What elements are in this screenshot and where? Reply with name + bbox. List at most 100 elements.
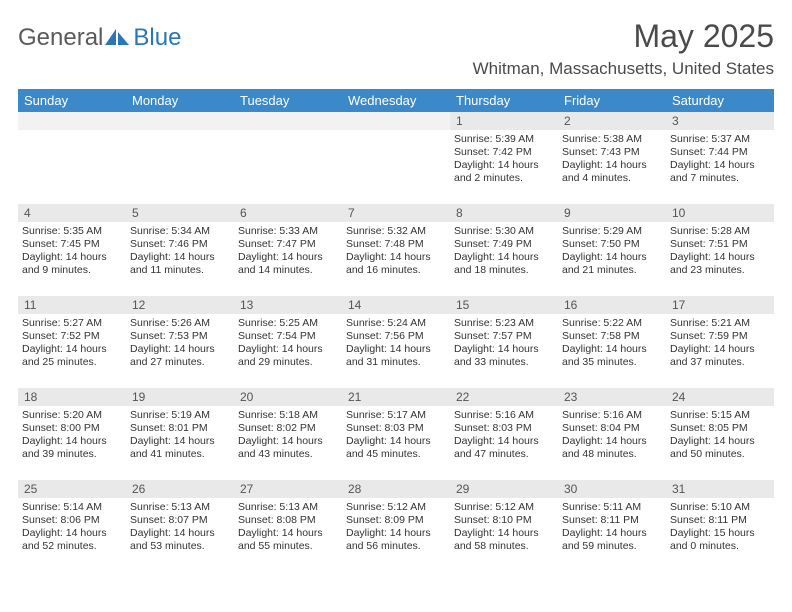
day-details: Sunrise: 5:37 AMSunset: 7:44 PMDaylight:… — [666, 130, 774, 189]
calendar-day-cell — [342, 112, 450, 204]
weekday-header: Friday — [558, 89, 666, 112]
daylight-line: Daylight: 14 hours and 55 minutes. — [238, 527, 338, 553]
sunrise-line: Sunrise: 5:27 AM — [22, 317, 122, 330]
sunrise-line: Sunrise: 5:25 AM — [238, 317, 338, 330]
daylight-line: Daylight: 14 hours and 2 minutes. — [454, 159, 554, 185]
sunrise-line: Sunrise: 5:11 AM — [562, 501, 662, 514]
sunrise-line: Sunrise: 5:13 AM — [130, 501, 230, 514]
logo: General Blue — [18, 18, 181, 52]
sunrise-line: Sunrise: 5:38 AM — [562, 133, 662, 146]
sunset-line: Sunset: 8:07 PM — [130, 514, 230, 527]
sunset-line: Sunset: 7:50 PM — [562, 238, 662, 251]
daylight-line: Daylight: 14 hours and 58 minutes. — [454, 527, 554, 553]
calendar-day-cell: 6Sunrise: 5:33 AMSunset: 7:47 PMDaylight… — [234, 204, 342, 296]
day-number: 31 — [666, 480, 774, 498]
day-number: 27 — [234, 480, 342, 498]
daylight-line: Daylight: 14 hours and 21 minutes. — [562, 251, 662, 277]
daylight-line: Daylight: 14 hours and 16 minutes. — [346, 251, 446, 277]
calendar-day-cell: 18Sunrise: 5:20 AMSunset: 8:00 PMDayligh… — [18, 388, 126, 480]
weekday-header: Saturday — [666, 89, 774, 112]
sunset-line: Sunset: 8:03 PM — [346, 422, 446, 435]
header: General Blue May 2025 Whitman, Massachus… — [18, 18, 774, 79]
sunrise-line: Sunrise: 5:33 AM — [238, 225, 338, 238]
daylight-line: Daylight: 14 hours and 14 minutes. — [238, 251, 338, 277]
day-number: 18 — [18, 388, 126, 406]
sunrise-line: Sunrise: 5:26 AM — [130, 317, 230, 330]
day-number: 24 — [666, 388, 774, 406]
day-details: Sunrise: 5:15 AMSunset: 8:05 PMDaylight:… — [666, 406, 774, 465]
day-details: Sunrise: 5:12 AMSunset: 8:09 PMDaylight:… — [342, 498, 450, 557]
sunset-line: Sunset: 8:10 PM — [454, 514, 554, 527]
day-details: Sunrise: 5:33 AMSunset: 7:47 PMDaylight:… — [234, 222, 342, 281]
sunset-line: Sunset: 8:04 PM — [562, 422, 662, 435]
sunset-line: Sunset: 8:11 PM — [670, 514, 770, 527]
day-number: 26 — [126, 480, 234, 498]
daylight-line: Daylight: 14 hours and 18 minutes. — [454, 251, 554, 277]
sunset-line: Sunset: 8:01 PM — [130, 422, 230, 435]
day-number: 5 — [126, 204, 234, 222]
day-details: Sunrise: 5:27 AMSunset: 7:52 PMDaylight:… — [18, 314, 126, 373]
day-details: Sunrise: 5:13 AMSunset: 8:08 PMDaylight:… — [234, 498, 342, 557]
daylight-line: Daylight: 14 hours and 25 minutes. — [22, 343, 122, 369]
day-details: Sunrise: 5:11 AMSunset: 8:11 PMDaylight:… — [558, 498, 666, 557]
calendar-day-cell: 28Sunrise: 5:12 AMSunset: 8:09 PMDayligh… — [342, 480, 450, 572]
daylight-line: Daylight: 14 hours and 59 minutes. — [562, 527, 662, 553]
calendar-day-cell — [18, 112, 126, 204]
sunset-line: Sunset: 7:54 PM — [238, 330, 338, 343]
calendar-day-cell: 11Sunrise: 5:27 AMSunset: 7:52 PMDayligh… — [18, 296, 126, 388]
day-details: Sunrise: 5:18 AMSunset: 8:02 PMDaylight:… — [234, 406, 342, 465]
daylight-line: Daylight: 14 hours and 47 minutes. — [454, 435, 554, 461]
sunrise-line: Sunrise: 5:18 AM — [238, 409, 338, 422]
day-number: 30 — [558, 480, 666, 498]
sunrise-line: Sunrise: 5:34 AM — [130, 225, 230, 238]
sunset-line: Sunset: 7:57 PM — [454, 330, 554, 343]
sunrise-line: Sunrise: 5:30 AM — [454, 225, 554, 238]
calendar-day-cell: 16Sunrise: 5:22 AMSunset: 7:58 PMDayligh… — [558, 296, 666, 388]
sunset-line: Sunset: 7:56 PM — [346, 330, 446, 343]
daylight-line: Daylight: 14 hours and 27 minutes. — [130, 343, 230, 369]
sunrise-line: Sunrise: 5:32 AM — [346, 225, 446, 238]
daylight-line: Daylight: 14 hours and 7 minutes. — [670, 159, 770, 185]
daylight-line: Daylight: 14 hours and 56 minutes. — [346, 527, 446, 553]
day-number: 9 — [558, 204, 666, 222]
day-number: 4 — [18, 204, 126, 222]
day-details: Sunrise: 5:32 AMSunset: 7:48 PMDaylight:… — [342, 222, 450, 281]
sunrise-line: Sunrise: 5:17 AM — [346, 409, 446, 422]
calendar-day-cell: 4Sunrise: 5:35 AMSunset: 7:45 PMDaylight… — [18, 204, 126, 296]
daylight-line: Daylight: 14 hours and 52 minutes. — [22, 527, 122, 553]
day-details: Sunrise: 5:28 AMSunset: 7:51 PMDaylight:… — [666, 222, 774, 281]
day-details: Sunrise: 5:29 AMSunset: 7:50 PMDaylight:… — [558, 222, 666, 281]
day-number: 21 — [342, 388, 450, 406]
sunset-line: Sunset: 7:59 PM — [670, 330, 770, 343]
sunrise-line: Sunrise: 5:13 AM — [238, 501, 338, 514]
day-details: Sunrise: 5:26 AMSunset: 7:53 PMDaylight:… — [126, 314, 234, 373]
sunrise-line: Sunrise: 5:35 AM — [22, 225, 122, 238]
daylight-line: Daylight: 14 hours and 29 minutes. — [238, 343, 338, 369]
day-details: Sunrise: 5:12 AMSunset: 8:10 PMDaylight:… — [450, 498, 558, 557]
day-number: 12 — [126, 296, 234, 314]
day-number: 7 — [342, 204, 450, 222]
day-number: 16 — [558, 296, 666, 314]
day-number: 29 — [450, 480, 558, 498]
daylight-line: Daylight: 14 hours and 37 minutes. — [670, 343, 770, 369]
sunset-line: Sunset: 7:46 PM — [130, 238, 230, 251]
calendar-day-cell: 13Sunrise: 5:25 AMSunset: 7:54 PMDayligh… — [234, 296, 342, 388]
calendar-week-row: 25Sunrise: 5:14 AMSunset: 8:06 PMDayligh… — [18, 480, 774, 572]
sunrise-line: Sunrise: 5:24 AM — [346, 317, 446, 330]
sunrise-line: Sunrise: 5:23 AM — [454, 317, 554, 330]
daylight-line: Daylight: 14 hours and 35 minutes. — [562, 343, 662, 369]
day-details: Sunrise: 5:35 AMSunset: 7:45 PMDaylight:… — [18, 222, 126, 281]
day-details: Sunrise: 5:21 AMSunset: 7:59 PMDaylight:… — [666, 314, 774, 373]
location: Whitman, Massachusetts, United States — [473, 59, 774, 79]
day-details: Sunrise: 5:30 AMSunset: 7:49 PMDaylight:… — [450, 222, 558, 281]
sunset-line: Sunset: 7:48 PM — [346, 238, 446, 251]
sunset-line: Sunset: 8:08 PM — [238, 514, 338, 527]
calendar-day-cell: 10Sunrise: 5:28 AMSunset: 7:51 PMDayligh… — [666, 204, 774, 296]
calendar-day-cell: 31Sunrise: 5:10 AMSunset: 8:11 PMDayligh… — [666, 480, 774, 572]
day-number: 8 — [450, 204, 558, 222]
sunset-line: Sunset: 8:02 PM — [238, 422, 338, 435]
day-details: Sunrise: 5:25 AMSunset: 7:54 PMDaylight:… — [234, 314, 342, 373]
calendar-day-cell: 7Sunrise: 5:32 AMSunset: 7:48 PMDaylight… — [342, 204, 450, 296]
daylight-line: Daylight: 14 hours and 31 minutes. — [346, 343, 446, 369]
sunset-line: Sunset: 8:05 PM — [670, 422, 770, 435]
